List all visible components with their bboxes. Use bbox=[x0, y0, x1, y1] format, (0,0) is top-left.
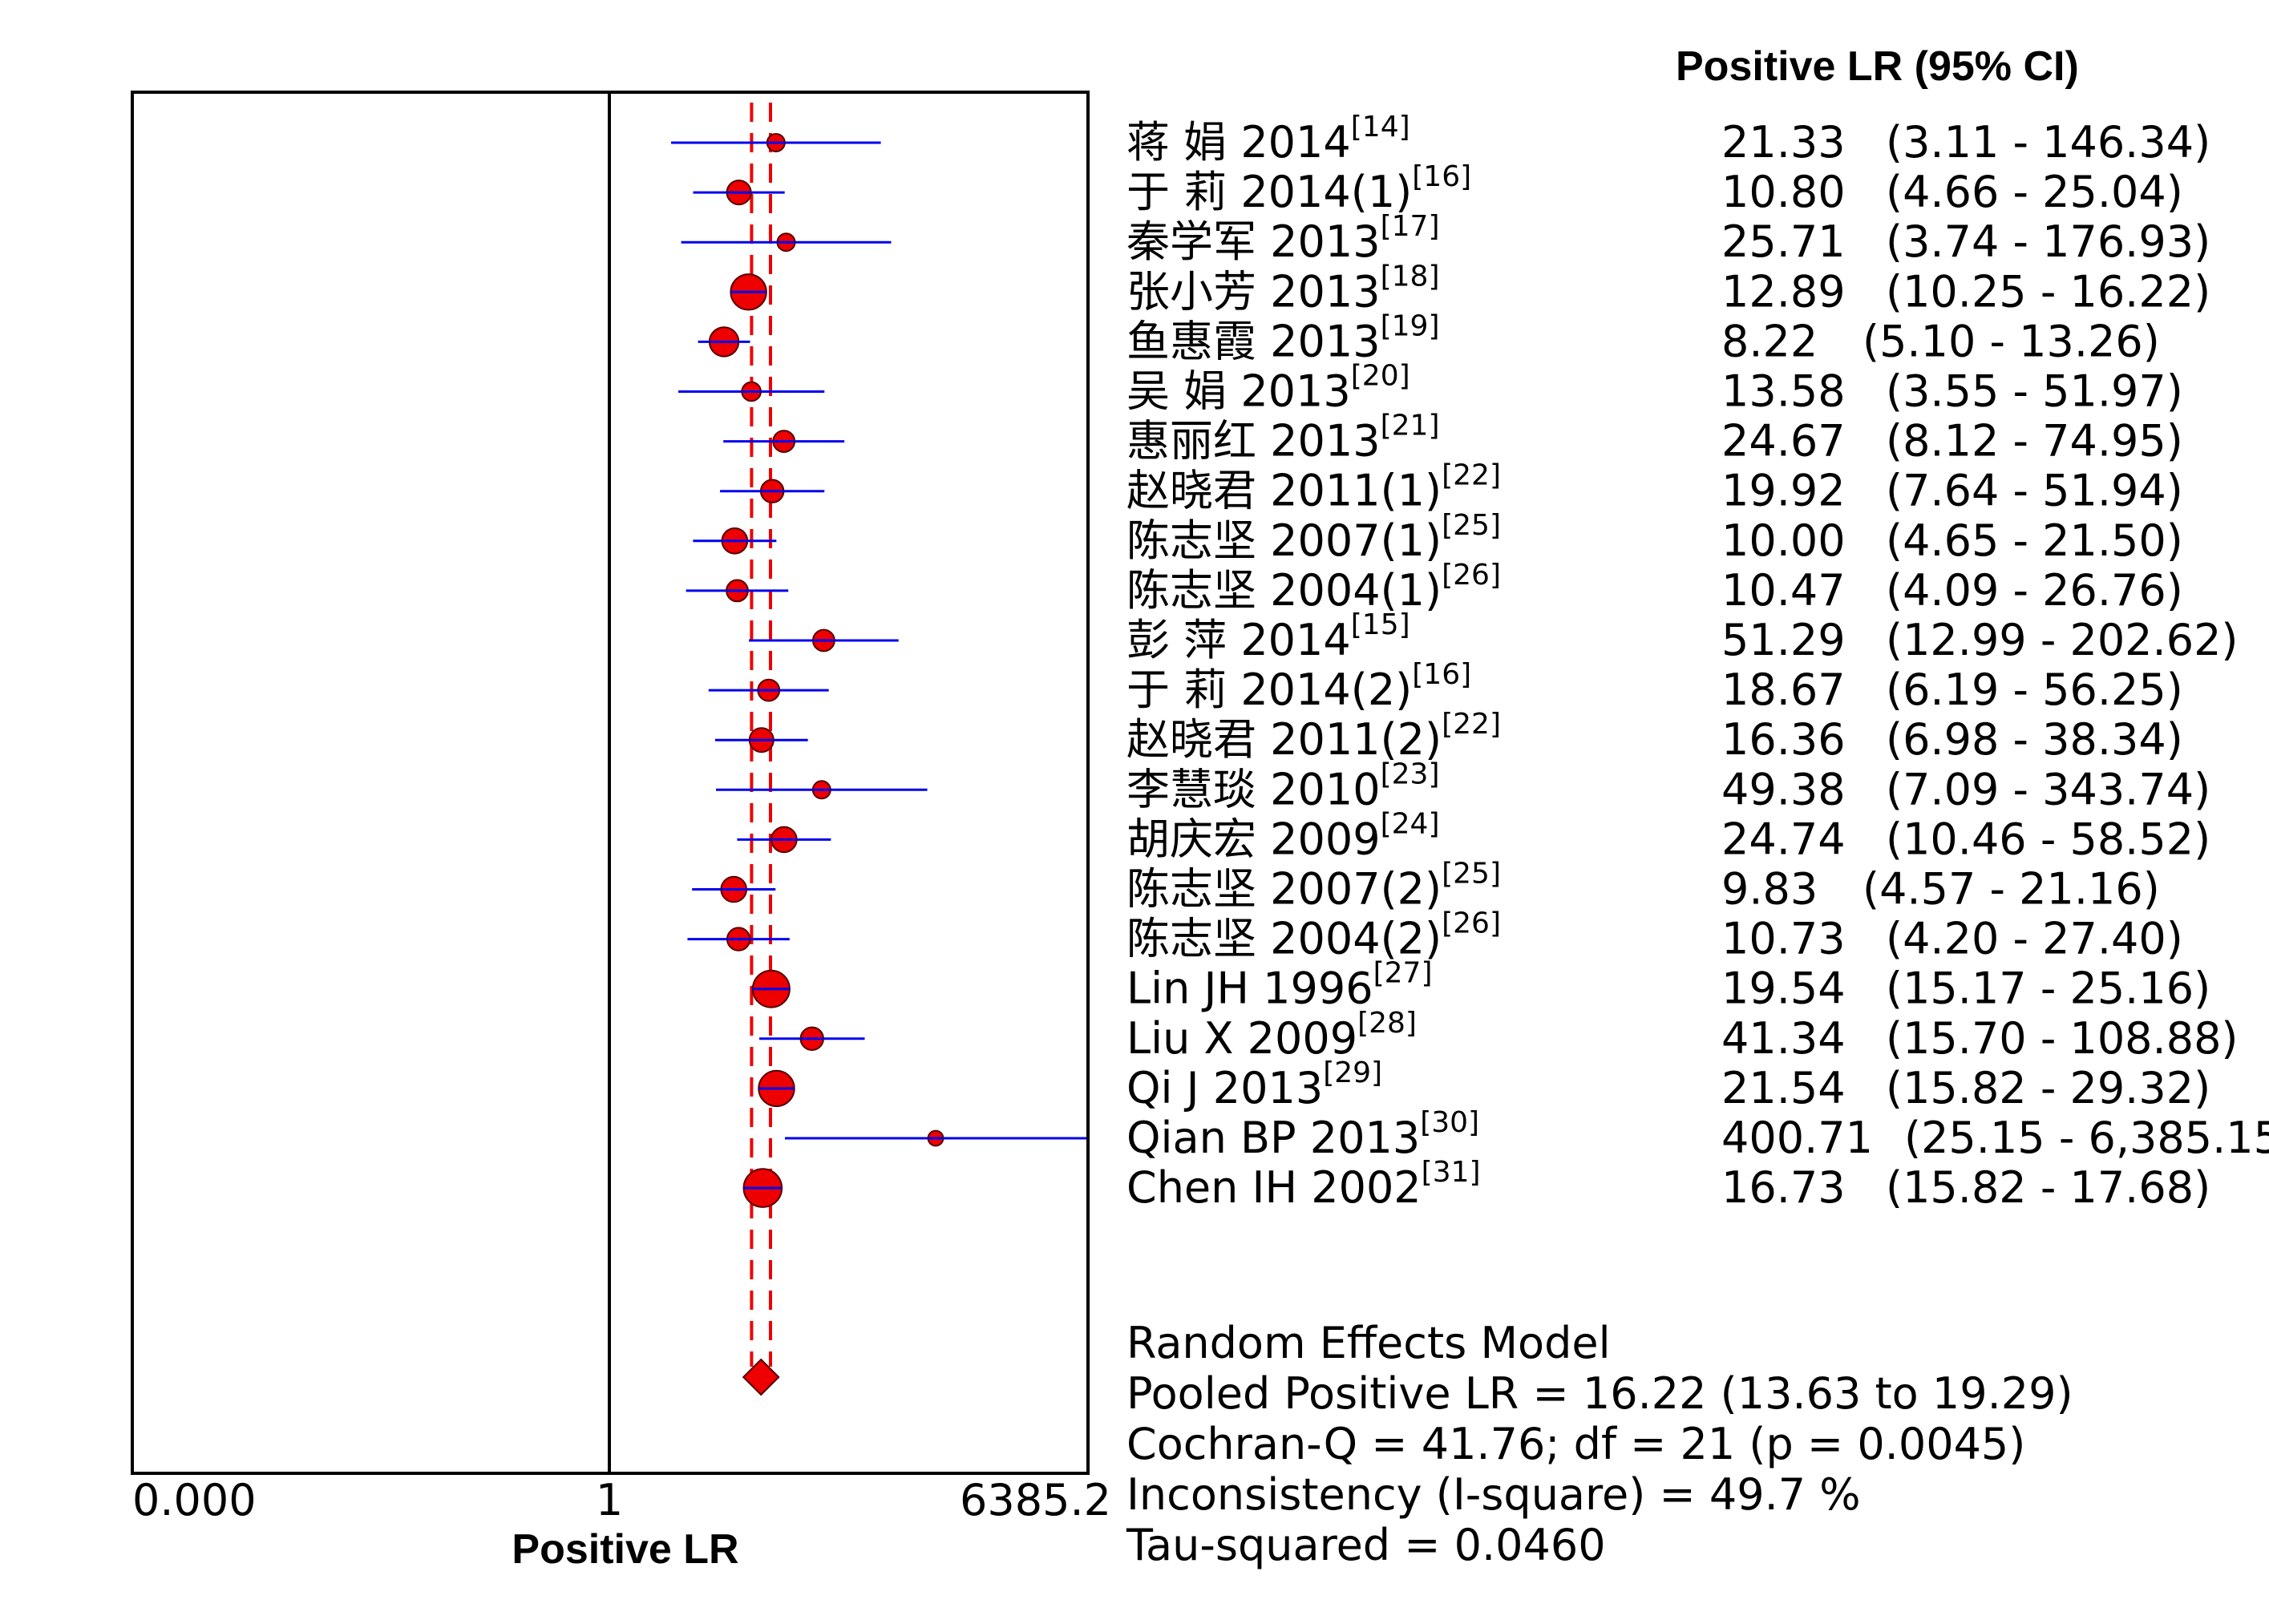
study-ci-value: (4.09 - 26.76) bbox=[1886, 565, 2183, 616]
study-ci-value: (15.82 - 29.32) bbox=[1886, 1063, 2210, 1113]
study-lr-value: 19.54 bbox=[1721, 963, 1846, 1014]
study-ci-value: (4.66 - 25.04) bbox=[1886, 167, 2183, 217]
x-tick-label: 0.000 bbox=[132, 1475, 257, 1525]
study-ci-value: (6.98 - 38.34) bbox=[1886, 714, 2183, 765]
study-lr-value: 10.47 bbox=[1721, 565, 1846, 616]
study-label: 李慧琰 2010[23] bbox=[1126, 757, 1440, 814]
study-lr-value: 19.92 bbox=[1721, 466, 1846, 516]
study-label: Qian BP 2013[30] bbox=[1126, 1106, 1479, 1163]
study-lr-value: 21.33 bbox=[1721, 117, 1846, 168]
study-label: 陈志坚 2007(2)[25] bbox=[1126, 858, 1501, 915]
study-ci-value: (4.57 - 21.16) bbox=[1863, 864, 2160, 915]
study-label: 胡庆宏 2009[24] bbox=[1126, 807, 1440, 864]
study-lr-value: 16.36 bbox=[1721, 714, 1846, 765]
study-ci-value: (12.99 - 202.62) bbox=[1886, 615, 2239, 665]
study-ci-value: (7.64 - 51.94) bbox=[1886, 466, 2183, 516]
study-lr-value: 13.58 bbox=[1721, 366, 1846, 417]
study-ci-value: (15.82 - 17.68) bbox=[1886, 1162, 2210, 1213]
study-lr-value: 41.34 bbox=[1721, 1013, 1846, 1064]
summary-line: Cochran-Q = 41.76; df = 21 (p = 0.0045) bbox=[1126, 1419, 2025, 1469]
study-ci-value: (5.10 - 13.26) bbox=[1863, 316, 2160, 366]
study-lr-value: 21.54 bbox=[1721, 1063, 1846, 1113]
pooled-diamond bbox=[742, 1358, 780, 1396]
study-ci-value: (8.12 - 74.95) bbox=[1886, 416, 2183, 467]
study-ci-value: (25.15 - 6,385.15) bbox=[1904, 1113, 2269, 1163]
summary-line: Tau-squared = 0.0460 bbox=[1126, 1520, 1606, 1570]
study-lr-value: 16.73 bbox=[1721, 1162, 1846, 1213]
study-lr-value: 18.67 bbox=[1721, 665, 1846, 715]
study-label: 秦学军 2013[17] bbox=[1126, 210, 1440, 267]
study-ci-value: (15.17 - 25.16) bbox=[1886, 963, 2210, 1014]
study-label: 陈志坚 2004(1)[26] bbox=[1126, 559, 1501, 616]
study-label: 陈志坚 2004(2)[26] bbox=[1126, 907, 1501, 964]
study-label: 张小芳 2013[18] bbox=[1126, 260, 1440, 317]
study-lr-value: 24.74 bbox=[1721, 814, 1846, 864]
study-ci-value: (10.25 - 16.22) bbox=[1886, 266, 2210, 317]
study-ci-value: (3.74 - 176.93) bbox=[1886, 216, 2210, 267]
study-label: Lin JH 1996[27] bbox=[1126, 957, 1433, 1014]
table-header: Positive LR (95% CI) bbox=[1676, 43, 2079, 90]
study-lr-value: 10.80 bbox=[1721, 167, 1846, 217]
study-label: 赵晓君 2011(2)[22] bbox=[1126, 708, 1501, 765]
study-ci-value: (3.55 - 51.97) bbox=[1886, 366, 2183, 417]
study-label: Liu X 2009[28] bbox=[1126, 1007, 1417, 1064]
study-lr-value: 9.83 bbox=[1721, 864, 1818, 915]
x-tick-label: 1 bbox=[596, 1475, 623, 1525]
study-ci-value: (4.65 - 21.50) bbox=[1886, 515, 2183, 566]
study-lr-value: 10.73 bbox=[1721, 914, 1846, 964]
study-ci-value: (7.09 - 343.74) bbox=[1886, 764, 2210, 814]
study-ci-value: (15.70 - 108.88) bbox=[1886, 1013, 2239, 1064]
study-label: 赵晓君 2011(1)[22] bbox=[1126, 459, 1501, 516]
study-label: Qi J 2013[29] bbox=[1126, 1056, 1382, 1113]
study-lr-value: 10.00 bbox=[1721, 515, 1846, 566]
x-tick-label: 6385.2 bbox=[960, 1475, 1111, 1525]
study-label: 鱼惠霞 2013[19] bbox=[1126, 309, 1440, 366]
study-lr-value: 8.22 bbox=[1721, 316, 1818, 366]
study-ci-value: (10.46 - 58.52) bbox=[1886, 814, 2210, 864]
study-label: 蒋 娟 2014[14] bbox=[1126, 111, 1410, 168]
x-axis-title: Positive LR bbox=[512, 1526, 738, 1573]
study-lr-value: 12.89 bbox=[1721, 266, 1846, 317]
study-label: 陈志坚 2007(1)[25] bbox=[1126, 509, 1501, 566]
study-label: Chen IH 2002[31] bbox=[1126, 1156, 1481, 1213]
study-ci-value: (3.11 - 146.34) bbox=[1886, 117, 2210, 168]
summary-line: Inconsistency (I-square) = 49.7 % bbox=[1126, 1469, 1861, 1520]
study-label: 吴 娟 2013[20] bbox=[1126, 360, 1410, 417]
study-ci-value: (4.20 - 27.40) bbox=[1886, 914, 2183, 964]
study-lr-value: 49.38 bbox=[1721, 764, 1846, 814]
study-lr-value: 24.67 bbox=[1721, 416, 1846, 467]
study-lr-value: 51.29 bbox=[1721, 615, 1846, 665]
study-label: 惠丽红 2013[21] bbox=[1126, 410, 1440, 467]
study-ci-value: (6.19 - 56.25) bbox=[1886, 665, 2183, 715]
summary-line: Pooled Positive LR = 16.22 (13.63 to 19.… bbox=[1126, 1368, 2073, 1419]
study-lr-value: 400.71 bbox=[1721, 1113, 1873, 1163]
study-label: 于 莉 2014(1)[16] bbox=[1126, 160, 1471, 217]
study-label: 彭 萍 2014[15] bbox=[1126, 608, 1410, 665]
study-lr-value: 25.71 bbox=[1721, 216, 1846, 267]
summary-line: Random Effects Model bbox=[1126, 1318, 1611, 1368]
study-label: 于 莉 2014(2)[16] bbox=[1126, 658, 1471, 715]
